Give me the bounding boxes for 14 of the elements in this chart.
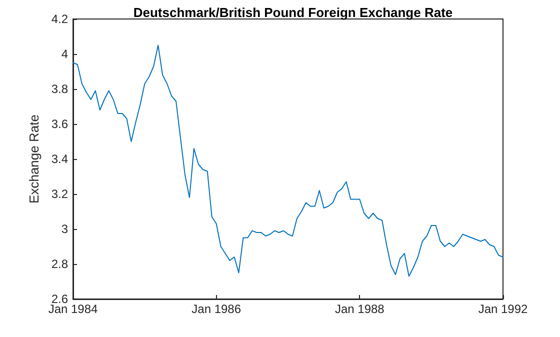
x-tick-label: Jan 1988 xyxy=(334,302,385,316)
x-tick-label: Jan 1986 xyxy=(192,302,242,316)
y-tick-label: 4 xyxy=(61,47,68,61)
y-tick-label: 3.2 xyxy=(51,187,68,201)
y-axis-title: Exchange Rate xyxy=(26,114,42,204)
y-tick-label: 2.8 xyxy=(51,257,68,271)
y-tick-label: 3.6 xyxy=(51,117,68,131)
y-tick-label: 3 xyxy=(61,222,68,236)
chart-title: Deutschmark/British Pound Foreign Exchange Rate xyxy=(133,5,453,20)
x-tick-label: Jan 1992 xyxy=(478,302,528,316)
line-series xyxy=(72,44,504,277)
y-tick-label: 3.4 xyxy=(51,152,68,166)
y-tick-label: 4.2 xyxy=(51,12,68,26)
y-tick-label: 3.8 xyxy=(51,82,68,96)
